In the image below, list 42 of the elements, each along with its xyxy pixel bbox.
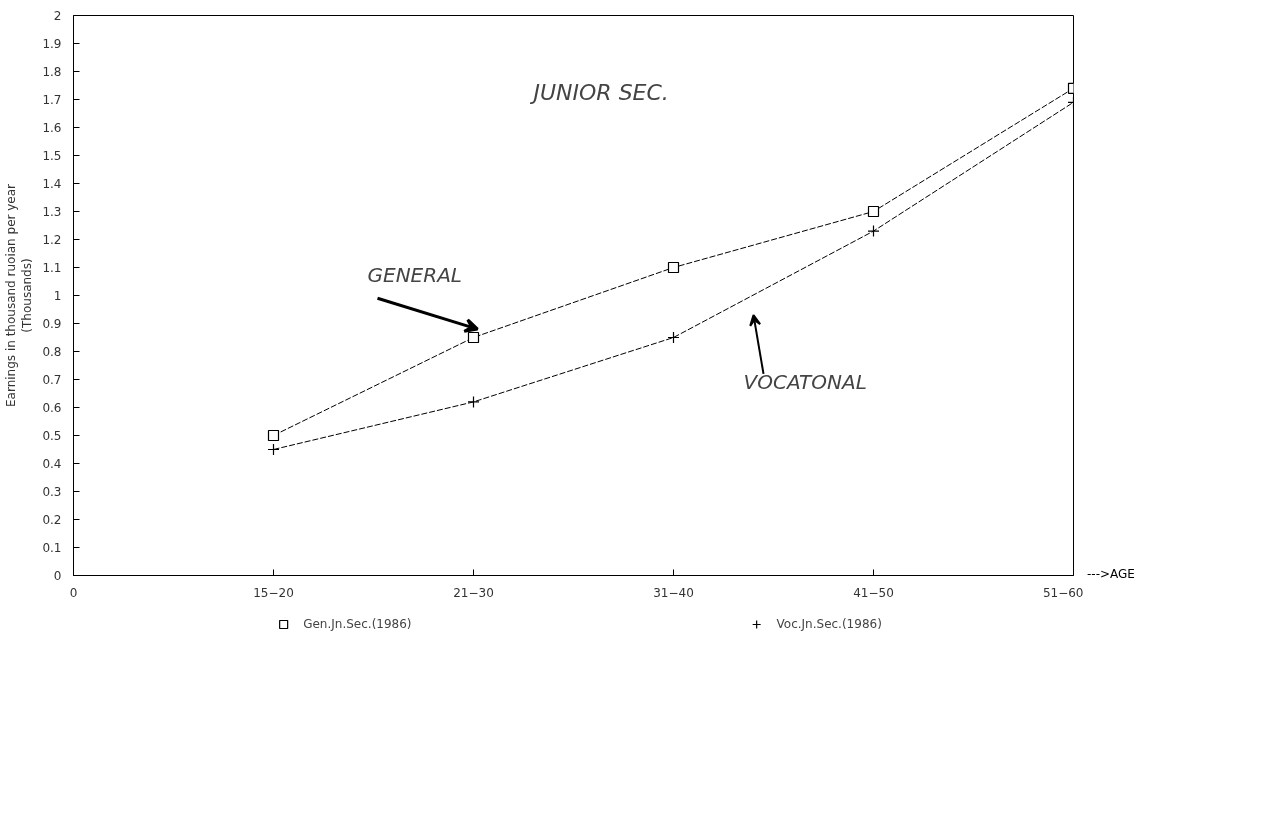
x-tick-label: 51−60 (1042, 585, 1084, 600)
legend-label: Gen.Jn.Sec.(1986) (303, 617, 412, 631)
y-tick-label: 0 (53, 569, 62, 583)
y-tick-label: 0.5 (42, 429, 62, 443)
annotation: GENERAL (367, 263, 462, 288)
point (667, 331, 680, 344)
x-tick-label: 31−40 (653, 585, 694, 600)
y-tick-label: 0.2 (42, 513, 62, 527)
y-tick-label: 1.6 (42, 121, 62, 135)
x-tick-label: 21−30 (453, 585, 494, 600)
y-tick-label: 1.3 (42, 205, 62, 219)
x-tick-label: 15−20 (253, 585, 294, 600)
y-axis-title: Earnings in thousand ruoian per year (Thousands) (3, 183, 35, 408)
y-tick-label: 1.8 (42, 65, 62, 79)
point (467, 331, 480, 344)
legend-label: Voc.Jn.Sec.(1986) (776, 617, 882, 631)
y-tick-label: 1.7 (42, 93, 62, 107)
point (867, 205, 880, 218)
y-tick-label: 1 (53, 289, 62, 303)
y-tick-label: 0.7 (42, 373, 62, 387)
y-tick-label: 0.6 (42, 401, 62, 415)
x-tick-label: 0 (69, 585, 78, 600)
point (267, 443, 280, 456)
x-axis-title: --->AGE (1087, 566, 1135, 583)
point (267, 429, 280, 442)
y-tick-label: 1.4 (42, 177, 62, 191)
point (867, 225, 880, 238)
y-tick-label: 0.9 (42, 317, 62, 331)
x-tick-label: 41−50 (853, 585, 894, 600)
point (667, 261, 680, 274)
y-tick-label: 0.8 (42, 345, 62, 359)
y-tick-label: 1.5 (42, 149, 62, 163)
y-tick-label: 0.1 (42, 541, 62, 555)
y-tick-label: 2 (53, 9, 62, 23)
point (467, 395, 480, 408)
y-tick-label: 1.9 (42, 37, 62, 51)
annotation: VOCATONAL (743, 369, 867, 394)
annotation: JUNIOR SEC. (529, 80, 669, 106)
y-tick-label: 0.4 (42, 457, 62, 471)
y-tick-label: 1.2 (42, 233, 62, 247)
y-tick-label: 1.1 (42, 261, 62, 275)
y-tick-label: 0.3 (42, 485, 62, 499)
